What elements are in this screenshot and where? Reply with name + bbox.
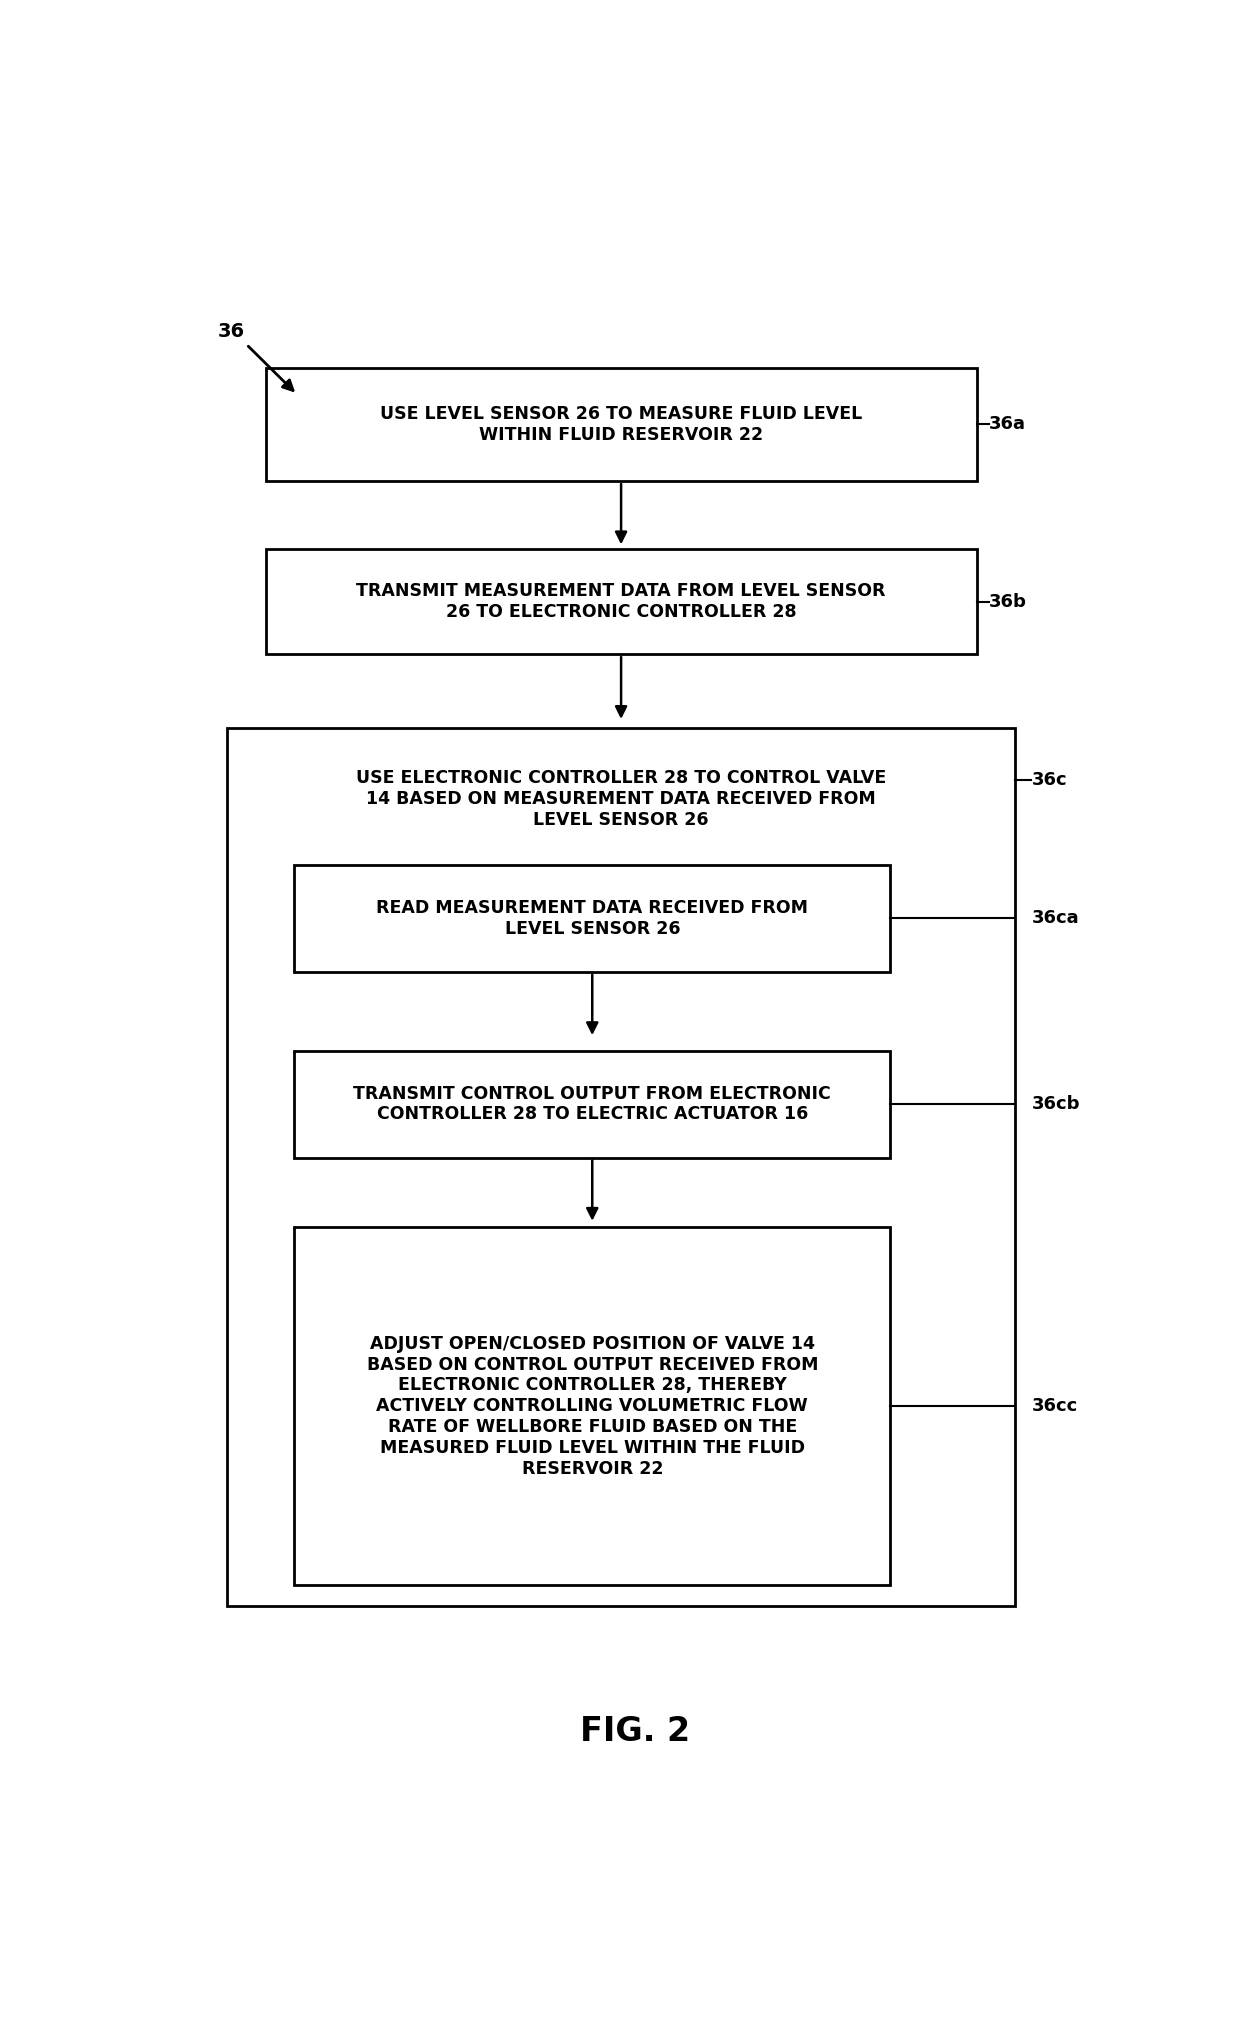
Bar — [265, 368, 977, 480]
Text: 36: 36 — [217, 323, 244, 341]
Text: FIG. 2: FIG. 2 — [580, 1716, 691, 1749]
Text: USE ELECTRONIC CONTROLLER 28 TO CONTROL VALVE
14 BASED ON MEASUREMENT DATA RECEI: USE ELECTRONIC CONTROLLER 28 TO CONTROL … — [356, 768, 887, 829]
Text: 36c: 36c — [1032, 770, 1068, 789]
Bar — [294, 1226, 890, 1585]
Bar — [294, 864, 890, 972]
Text: 36cc: 36cc — [1032, 1397, 1078, 1416]
Text: 36ca: 36ca — [1032, 909, 1079, 928]
Text: 36cb: 36cb — [1032, 1095, 1080, 1113]
Text: ADJUST OPEN/CLOSED POSITION OF VALVE 14
BASED ON CONTROL OUTPUT RECEIVED FROM
EL: ADJUST OPEN/CLOSED POSITION OF VALVE 14 … — [367, 1334, 818, 1477]
Bar — [227, 727, 1016, 1606]
Text: 36b: 36b — [990, 592, 1027, 611]
Text: TRANSMIT MEASUREMENT DATA FROM LEVEL SENSOR
26 TO ELECTRONIC CONTROLLER 28: TRANSMIT MEASUREMENT DATA FROM LEVEL SEN… — [356, 582, 885, 621]
Bar — [265, 550, 977, 654]
Text: TRANSMIT CONTROL OUTPUT FROM ELECTRONIC
CONTROLLER 28 TO ELECTRIC ACTUATOR 16: TRANSMIT CONTROL OUTPUT FROM ELECTRONIC … — [353, 1085, 831, 1124]
Text: 36a: 36a — [990, 415, 1027, 433]
Text: USE LEVEL SENSOR 26 TO MEASURE FLUID LEVEL
WITHIN FLUID RESERVOIR 22: USE LEVEL SENSOR 26 TO MEASURE FLUID LEV… — [379, 405, 862, 443]
Bar — [294, 1050, 890, 1158]
Text: READ MEASUREMENT DATA RECEIVED FROM
LEVEL SENSOR 26: READ MEASUREMENT DATA RECEIVED FROM LEVE… — [376, 899, 808, 938]
